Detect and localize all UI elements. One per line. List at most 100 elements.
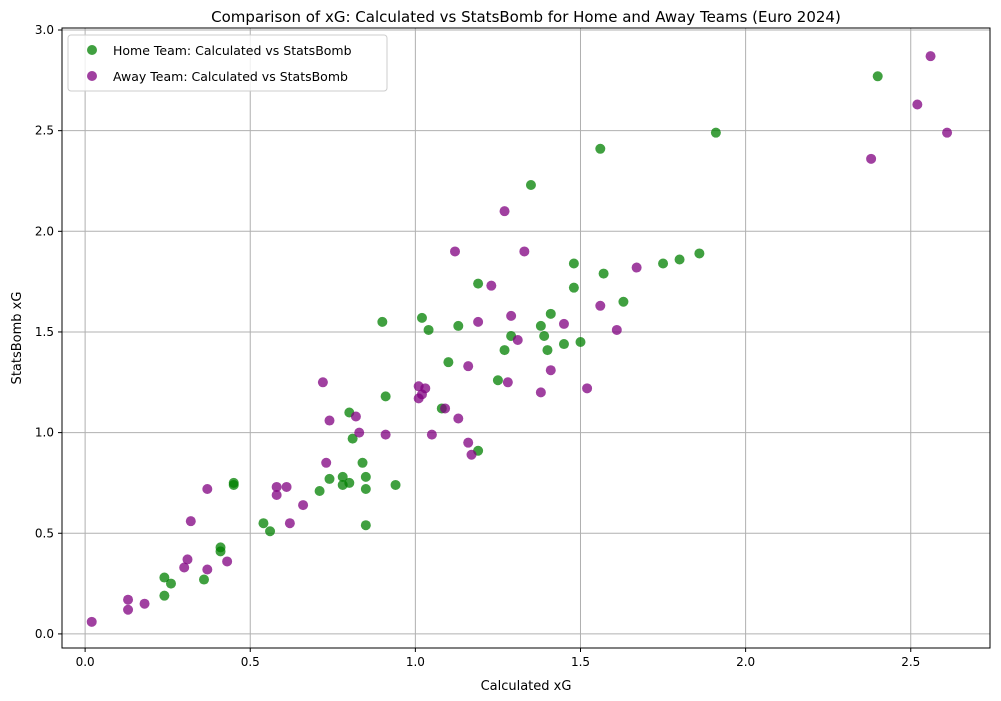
home-point [443,357,454,368]
home-point [165,578,176,589]
home-point [215,546,226,557]
home-point [542,345,553,356]
grid [62,28,990,648]
home-point [575,337,586,348]
away-point [611,324,622,335]
away-point [463,437,474,448]
legend-marker-away [87,71,97,81]
home-point [423,324,434,335]
home-point [473,278,484,289]
away-point [582,383,593,394]
chart-title: Comparison of xG: Calculated vs StatsBom… [211,8,841,26]
away-point [139,598,150,609]
home-point [337,471,348,482]
y-tick-label: 0.0 [35,627,54,641]
away-point [519,246,530,257]
legend-label-away: Away Team: Calculated vs StatsBomb [113,69,348,84]
away-point [324,415,335,426]
y-tick-label: 2.0 [35,224,54,238]
home-point [416,312,427,323]
away-point [912,99,923,110]
home-point [658,258,669,269]
legend-box [67,34,388,92]
away-point [281,481,292,492]
away-point [202,564,213,575]
y-tick-label: 0.5 [35,526,54,540]
home-point [357,457,368,468]
legend-label-home: Home Team: Calculated vs StatsBomb [113,43,352,58]
away-point [222,556,233,567]
away-point [925,51,936,62]
x-axis-label: Calculated xG [481,679,572,694]
away-point [486,280,497,291]
home-point [360,520,371,531]
y-axis-label: StatsBomb xG [10,292,25,385]
away-point [185,516,196,527]
home-point [265,526,276,537]
away-point [449,246,460,257]
y-tick-label: 1.5 [35,325,54,339]
home-point [453,320,464,331]
away-point [499,206,510,217]
away-point [942,127,953,138]
away-point [271,490,282,501]
away-point [631,262,642,273]
away-point [512,335,523,346]
away-point [123,594,134,605]
home-point [568,282,579,293]
x-tick-label: 1.0 [406,655,425,669]
away-point [506,310,517,321]
away-point [466,449,477,460]
away-point [202,483,213,494]
x-tick-label: 2.5 [901,655,920,669]
away-point [354,427,365,438]
away-point [380,429,391,440]
home-point [595,143,606,154]
away-point [473,316,484,327]
home-point [492,375,503,386]
home-point [390,479,401,490]
away-point [271,481,282,492]
y-tick-label: 3.0 [35,23,54,37]
x-tick-label: 0.5 [241,655,260,669]
home-point [674,254,685,265]
home-point [159,572,170,583]
home-point [539,330,550,341]
y-tick-label: 1.0 [35,426,54,440]
away-point [463,361,474,372]
home-point [314,485,325,496]
plot-area [61,27,991,649]
home-point [710,127,721,138]
x-tick-label: 2.0 [736,655,755,669]
data-points [86,51,953,627]
axis-ticks: 0.0 0.5 1.0 1.5 2.0 2.5 0.0 0.5 1.0 1.5 2.0 2.5 3.0 [35,23,920,669]
home-point [545,308,556,319]
away-point [298,500,309,511]
home-point [558,339,569,350]
away-point [123,604,134,615]
away-point [426,429,437,440]
home-point [535,320,546,331]
away-point [86,616,97,627]
home-point [872,71,883,82]
away-point [420,383,431,394]
x-tick-label: 1.5 [571,655,590,669]
away-point [545,365,556,376]
away-point [453,413,464,424]
home-point [324,473,335,484]
home-point [618,296,629,307]
home-point [258,518,269,529]
away-point [440,403,451,414]
home-point [199,574,210,585]
away-point [595,300,606,311]
away-point [535,387,546,398]
legend-marker-home [87,45,97,55]
home-point [598,268,609,279]
home-point [360,471,371,482]
home-point [228,477,239,488]
home-point [360,483,371,494]
home-point [159,590,170,601]
home-point [499,345,510,356]
home-point [380,391,391,402]
